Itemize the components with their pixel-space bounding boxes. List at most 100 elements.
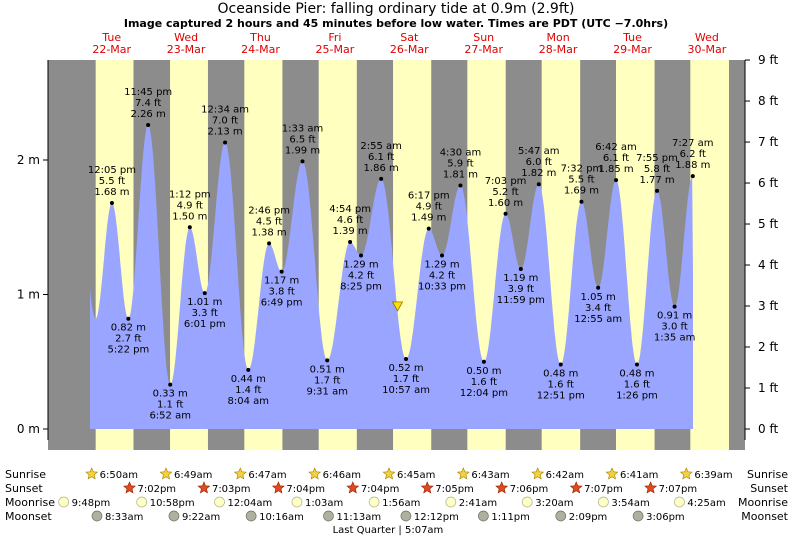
tide-extreme-point <box>458 183 463 188</box>
moonrise-icon <box>521 496 533 508</box>
tide-extreme-point <box>558 362 563 367</box>
sunset-icon <box>123 481 136 494</box>
sunset-icon <box>495 481 509 494</box>
low-tide-label: 3.9 ft <box>508 284 534 295</box>
high-tide-label: 6:17 pm <box>408 191 450 202</box>
high-tide-label: 1.68 m <box>94 187 129 198</box>
high-tide-label: 1.39 m <box>332 226 367 237</box>
right-axis-tick-label: 3 ft <box>758 299 778 313</box>
moonset-time: 8:33am <box>105 512 143 523</box>
low-tide-label: 10:57 am <box>382 385 430 396</box>
low-tide-label: 0.33 m <box>153 389 188 400</box>
moonset-row-label-left: Moonset <box>5 510 52 523</box>
high-tide-label: 6.2 ft <box>680 149 706 160</box>
high-tide-label: 4.5 ft <box>256 216 282 227</box>
tide-extreme-point <box>426 226 431 231</box>
date-label: 29-Mar <box>613 43 652 56</box>
day-of-week-label: Wed <box>695 31 719 44</box>
low-tide-label: 0.48 m <box>619 368 654 379</box>
low-tide-label: 0.51 m <box>310 364 345 375</box>
high-tide-label: 6.0 ft <box>526 157 552 168</box>
high-tide-label: 5.5 ft <box>568 175 594 186</box>
high-tide-label: 1.60 m <box>488 198 523 209</box>
sunrise-time: 6:39am <box>694 470 732 481</box>
low-tide-label: 12:04 pm <box>460 388 508 399</box>
tide-extreme-point <box>325 358 330 363</box>
high-tide-label: 5.9 ft <box>447 159 473 170</box>
high-tide-label: 4.9 ft <box>177 200 203 211</box>
tide-extreme-point <box>655 188 660 193</box>
low-tide-label: 12:55 am <box>574 314 622 325</box>
high-tide-label: 6.1 ft <box>368 152 394 163</box>
low-tide-label: 0.50 m <box>466 366 501 377</box>
moonset-icon <box>168 510 180 522</box>
sunset-time: 7:07pm <box>659 484 698 495</box>
high-tide-label: 5.5 ft <box>99 176 125 187</box>
high-tide-label: 2:46 pm <box>248 205 290 216</box>
moonrise-time: 2:41am <box>459 498 497 509</box>
daylight-band <box>690 60 730 450</box>
moonrise-icon <box>368 496 380 508</box>
moonrise-time: 4:25am <box>687 498 725 509</box>
tide-extreme-point <box>109 201 114 206</box>
tide-extreme-point <box>440 253 445 258</box>
right-axis-tick-label: 5 ft <box>758 217 778 231</box>
tide-extreme-point <box>348 240 353 245</box>
low-tide-label: 1.29 m <box>424 259 459 270</box>
day-of-week-label: Sat <box>400 31 419 44</box>
moonrise-icon <box>214 496 225 508</box>
axes: 0 m 1 m 2 m 0 ft 1 ft 2 ft 3 ft 4 ft 5 ft 6 ft 7 … <box>17 53 778 440</box>
right-axis-tick-label: 8 ft <box>758 94 778 108</box>
sunset-time: 7:03pm <box>212 484 251 495</box>
high-tide-label: 7.0 ft <box>212 116 238 127</box>
high-tide-label: 6:42 am <box>595 142 637 153</box>
right-axis-tick-label: 9 ft <box>758 53 778 67</box>
tide-extreme-point <box>614 178 619 183</box>
moonrise-row-label-right: Moonrise <box>738 496 788 509</box>
tide-extreme-point <box>518 266 523 271</box>
high-tide-label: 11:45 pm <box>124 87 172 98</box>
moonrise-icon <box>445 496 457 508</box>
sunrise-icon <box>605 467 619 480</box>
right-axis-tick-label: 7 ft <box>758 135 778 149</box>
moonrise-time: 3:54am <box>611 498 649 509</box>
low-tide-label: 1.05 m <box>581 292 616 303</box>
low-tide-label: 0.82 m <box>111 323 146 334</box>
low-tide-label: 11:59 pm <box>497 295 545 306</box>
tide-extreme-point <box>267 241 272 246</box>
sunrise-icon <box>308 467 322 480</box>
date-label: 30-Mar <box>688 43 727 56</box>
high-tide-label: 2:55 am <box>360 141 402 152</box>
low-tide-label: 1.6 ft <box>471 377 497 388</box>
high-tide-label: 6.5 ft <box>289 134 315 145</box>
high-tide-label: 7:32 pm <box>561 164 603 175</box>
sunset-icon <box>346 481 360 494</box>
low-tide-label: 1:26 pm <box>616 390 658 401</box>
extreme-labels: 12:05 pm5.5 ft1.68 m0.82 m2.7 ft5:22 pm1… <box>88 87 714 422</box>
sunrise-icon <box>456 467 470 480</box>
chart-header: Oceanside Pier: falling ordinary tide at… <box>92 1 726 56</box>
high-tide-label: 1.38 m <box>251 227 286 238</box>
high-tide-label: 1.88 m <box>675 160 710 171</box>
low-tide-label: 1.7 ft <box>393 374 419 385</box>
low-tide-label: 12:51 pm <box>537 390 585 401</box>
day-of-week-label: Tue <box>101 31 121 44</box>
moonset-time: 9:22am <box>182 512 220 523</box>
moonrise-time: 10:58pm <box>150 498 195 509</box>
date-label: 28-Mar <box>539 43 578 56</box>
day-of-week-label: Wed <box>174 31 198 44</box>
high-tide-label: 7:55 pm <box>636 153 678 164</box>
sunrise-row-label-right: Sunrise <box>747 468 788 481</box>
moonrise-icon <box>58 496 70 508</box>
almanac-rows: Sunrise Sunset Moonrise Moonset Sunrise … <box>5 467 789 536</box>
day-of-week-label: Mon <box>546 31 569 44</box>
sunset-icon <box>569 481 583 494</box>
high-tide-label: 1.82 m <box>521 168 556 179</box>
high-tide-label: 6.1 ft <box>603 153 629 164</box>
day-of-week-label: Thu <box>249 31 271 44</box>
high-tide-label: 1.86 m <box>364 163 399 174</box>
low-tide-label: 5:22 pm <box>107 345 149 356</box>
tide-extreme-point <box>596 285 601 290</box>
moonrise-row-label-left: Moonrise <box>5 496 55 509</box>
